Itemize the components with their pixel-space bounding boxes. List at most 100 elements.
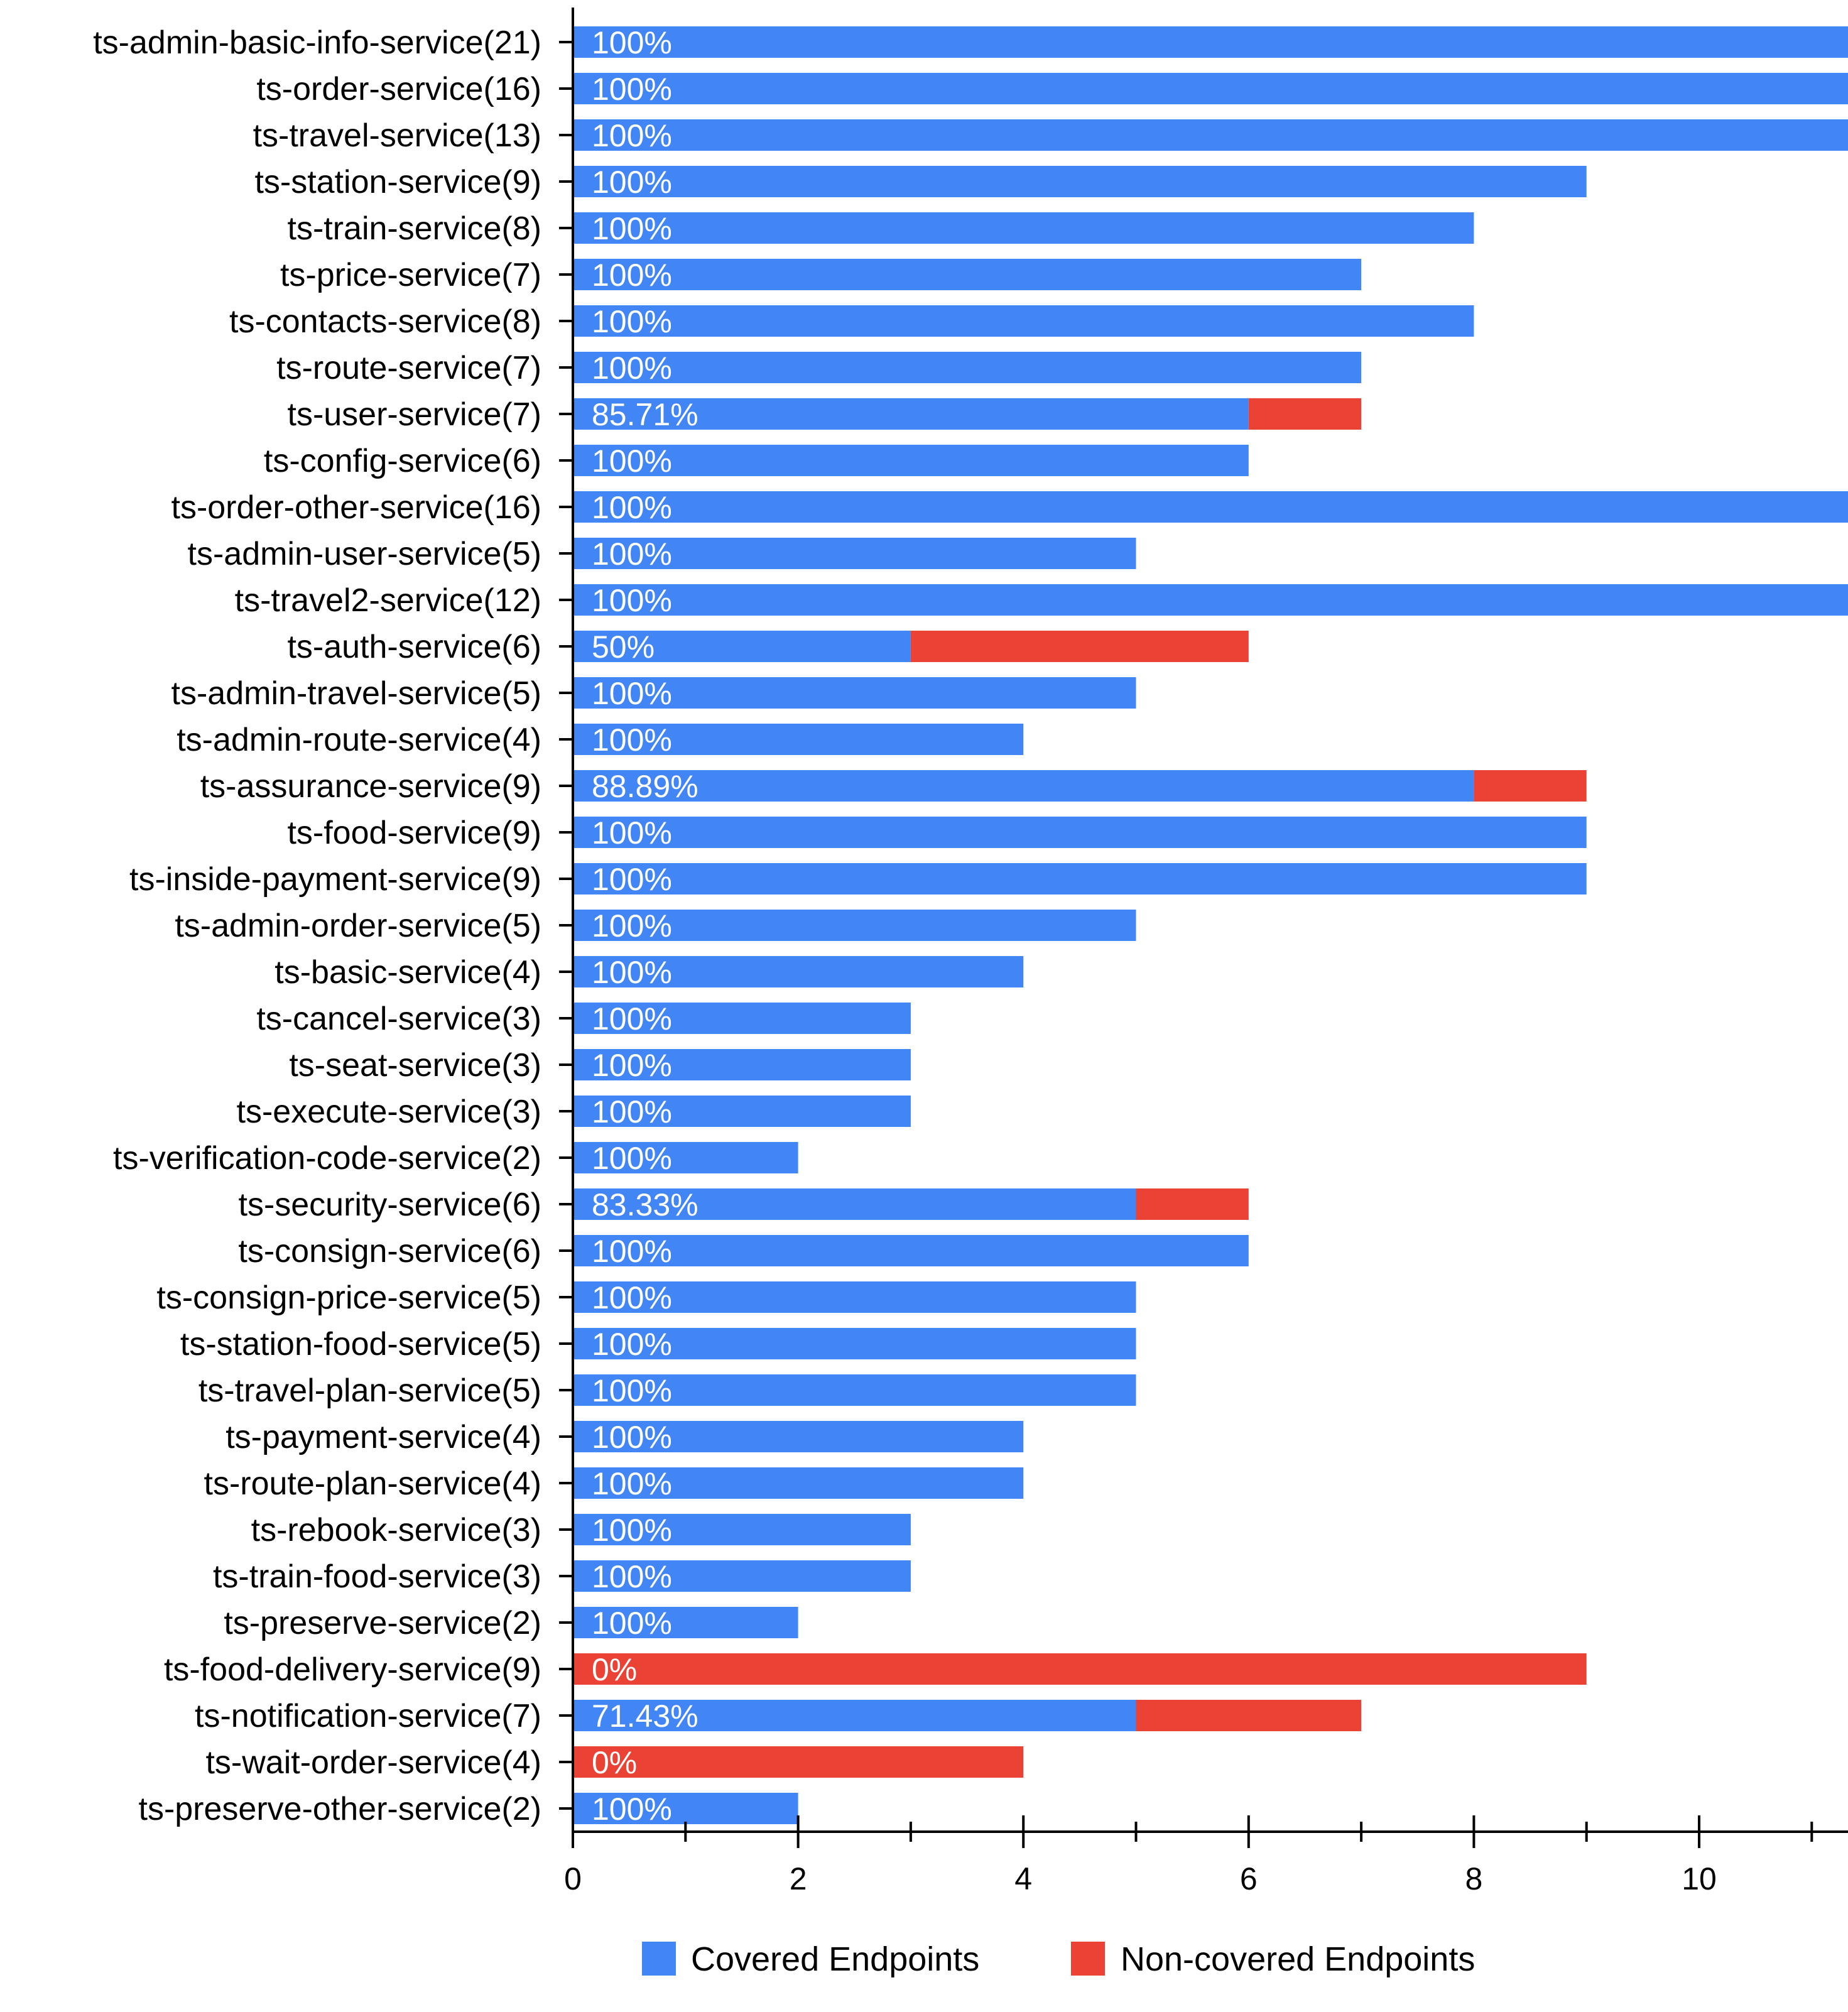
bar-covered: [573, 584, 1848, 616]
pct-data-label: 100%: [592, 118, 672, 153]
bar-covered: [573, 1374, 1136, 1406]
category-label: ts-preserve-other-service(2): [139, 1791, 542, 1827]
pct-data-label: 88.89%: [592, 769, 698, 804]
bar-covered: [573, 1142, 798, 1173]
category-label: ts-food-service(9): [287, 815, 541, 851]
category-label: ts-train-service(8): [288, 210, 542, 247]
pct-data-label: 71.43%: [592, 1699, 698, 1734]
category-label: ts-inside-payment-service(9): [129, 861, 541, 898]
bar-covered: [573, 352, 1362, 383]
bar-covered: [573, 724, 1024, 755]
pct-data-label: 100%: [592, 1141, 672, 1176]
bar-non-covered: [1136, 1700, 1362, 1731]
category-label: ts-wait-order-service(4): [205, 1744, 541, 1781]
pct-data-label: 100%: [592, 1606, 672, 1641]
category-label: ts-order-other-service(16): [171, 489, 542, 526]
pct-data-label: 100%: [592, 1327, 672, 1362]
bar-covered: [573, 1188, 1136, 1220]
category-label: ts-seat-service(3): [289, 1047, 541, 1084]
pct-data-label: 100%: [592, 676, 672, 711]
category-label: ts-admin-route-service(4): [177, 722, 541, 758]
legend: Covered Endpoints Non-covered Endpoints: [642, 1940, 1475, 1978]
pct-data-label: 100%: [592, 722, 672, 758]
bar-covered: [573, 73, 1848, 104]
bar-covered: [573, 491, 1848, 523]
legend-label-non-covered: Non-covered Endpoints: [1121, 1940, 1475, 1978]
category-label: ts-consign-price-service(5): [156, 1280, 541, 1316]
bar-covered: [573, 1003, 911, 1034]
category-label: ts-consign-service(6): [238, 1233, 541, 1270]
pct-data-label: 100%: [592, 490, 672, 525]
pct-data-label: 100%: [592, 72, 672, 107]
pct-data-label: 100%: [592, 583, 672, 618]
legend-swatch-non-covered: [1071, 1942, 1105, 1976]
bar-covered: [573, 119, 1848, 151]
pct-data-label: 100%: [592, 815, 672, 851]
pct-data-label: 100%: [592, 1280, 672, 1315]
pct-data-label: 100%: [592, 1466, 672, 1501]
x-tick-label: 4: [1014, 1861, 1032, 1896]
category-label: ts-station-service(9): [254, 164, 541, 200]
x-tick-label: 2: [790, 1861, 807, 1896]
category-label: ts-security-service(6): [239, 1187, 542, 1223]
bar-non-covered: [573, 1653, 1587, 1685]
category-label: ts-station-food-service(5): [180, 1326, 541, 1362]
bar-covered: [573, 26, 1848, 58]
pct-data-label: 83.33%: [592, 1187, 698, 1222]
bar-covered: [573, 166, 1587, 197]
category-label: ts-assurance-service(9): [200, 768, 541, 805]
pct-data-label: 100%: [592, 165, 672, 200]
bar-covered: [573, 398, 1249, 430]
pct-data-label: 0%: [592, 1745, 637, 1780]
pct-data-label: 100%: [592, 1234, 672, 1269]
bar-covered: [573, 631, 911, 662]
pct-data-label: 85.71%: [592, 397, 698, 432]
category-label: ts-food-delivery-service(9): [164, 1651, 541, 1688]
pct-data-label: 100%: [592, 304, 672, 339]
bar-non-covered: [573, 1746, 1024, 1778]
pct-data-label: 100%: [592, 25, 672, 60]
category-label: ts-travel-service(13): [253, 117, 541, 154]
category-label: ts-admin-travel-service(5): [171, 675, 541, 712]
x-tick-label: 8: [1465, 1861, 1482, 1896]
bar-covered: [573, 1560, 911, 1592]
pct-data-label: 100%: [592, 1094, 672, 1129]
category-label: ts-basic-service(4): [274, 954, 541, 991]
category-label: ts-rebook-service(3): [251, 1512, 541, 1548]
bar-covered: [573, 1467, 1024, 1499]
bar-covered: [573, 538, 1136, 569]
bar-covered: [573, 863, 1587, 895]
pct-data-label: 100%: [592, 1513, 672, 1548]
category-labels: ts-admin-basic-info-service(21) ts-order-…: [93, 24, 541, 1827]
bar-covered: [573, 817, 1587, 848]
pct-data-label: 100%: [592, 862, 672, 897]
category-label: ts-preserve-service(2): [224, 1605, 541, 1641]
category-label: ts-user-service(7): [288, 396, 542, 433]
bar-covered: [573, 1235, 1249, 1266]
bar-covered: [573, 1328, 1136, 1359]
legend-label-covered: Covered Endpoints: [691, 1940, 979, 1978]
category-label: ts-route-plan-service(4): [204, 1465, 542, 1502]
pct-data-label: 100%: [592, 351, 672, 386]
pct-data-label: 100%: [592, 1048, 672, 1083]
category-label: ts-order-service(16): [256, 71, 541, 107]
category-label: ts-notification-service(7): [195, 1698, 541, 1734]
bar-non-covered: [1136, 1188, 1249, 1220]
bar-covered: [573, 1421, 1024, 1452]
x-tick-label: 6: [1240, 1861, 1258, 1896]
bar-covered: [573, 1793, 798, 1824]
pct-data-label: 100%: [592, 1559, 672, 1594]
category-label: ts-travel-plan-service(5): [198, 1373, 541, 1409]
category-label: ts-admin-user-service(5): [188, 536, 541, 572]
bar-covered: [573, 1049, 911, 1080]
category-label: ts-config-service(6): [264, 443, 541, 479]
category-label: ts-admin-order-service(5): [175, 908, 541, 944]
pct-data-label: 100%: [592, 955, 672, 990]
bar-non-covered: [1474, 770, 1587, 802]
bar-covered: [573, 910, 1136, 941]
bar-covered: [573, 259, 1362, 290]
category-label: ts-train-food-service(3): [213, 1558, 541, 1595]
pct-data-label: 100%: [592, 443, 672, 479]
